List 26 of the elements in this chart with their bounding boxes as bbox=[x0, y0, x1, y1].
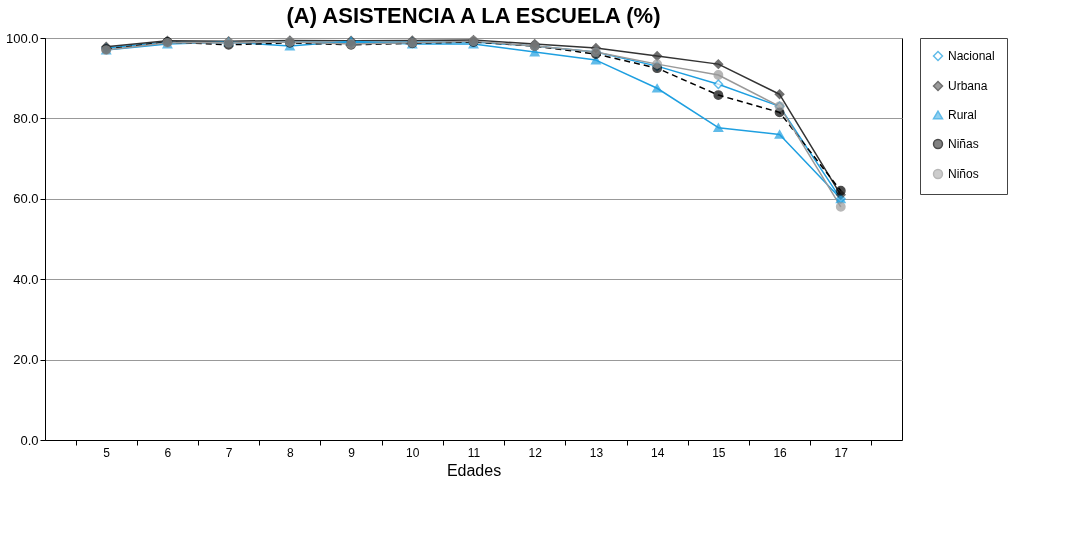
chart-title: (A) ASISTENCIA A LA ESCUELA (%) bbox=[286, 3, 661, 28]
y-tick-label: 100.0 bbox=[5, 30, 39, 46]
y-tick-label: 20.0 bbox=[13, 352, 39, 368]
x-tick-label: 9 bbox=[348, 445, 356, 460]
x-tick-label: 17 bbox=[834, 445, 849, 460]
y-tick-label: 60.0 bbox=[13, 191, 39, 207]
x-tick-label: 7 bbox=[225, 445, 233, 460]
x-tick-label: 15 bbox=[712, 445, 726, 460]
x-axis-title: Edades bbox=[446, 461, 502, 479]
legend-label: Niñas bbox=[948, 137, 979, 151]
legend-label: Rural bbox=[948, 108, 977, 122]
x-tick-label: 12 bbox=[528, 445, 543, 460]
x-tick-label: 16 bbox=[773, 445, 788, 460]
legend-label: Nacional bbox=[948, 49, 995, 63]
legend-label: Urbana bbox=[948, 79, 988, 93]
y-tick-label: 80.0 bbox=[13, 110, 39, 126]
x-tick-label: 6 bbox=[164, 445, 172, 460]
x-tick-label: 11 bbox=[467, 445, 481, 460]
x-tick-label: 10 bbox=[406, 445, 420, 460]
x-tick-label: 13 bbox=[589, 445, 604, 460]
x-tick-label: 5 bbox=[103, 445, 111, 460]
y-tick-label: 40.0 bbox=[13, 271, 39, 287]
legend-label: Niños bbox=[948, 167, 979, 181]
x-tick-label: 8 bbox=[287, 445, 295, 460]
x-tick-label: 14 bbox=[650, 445, 665, 460]
y-tick-label: 0.0 bbox=[20, 432, 39, 448]
